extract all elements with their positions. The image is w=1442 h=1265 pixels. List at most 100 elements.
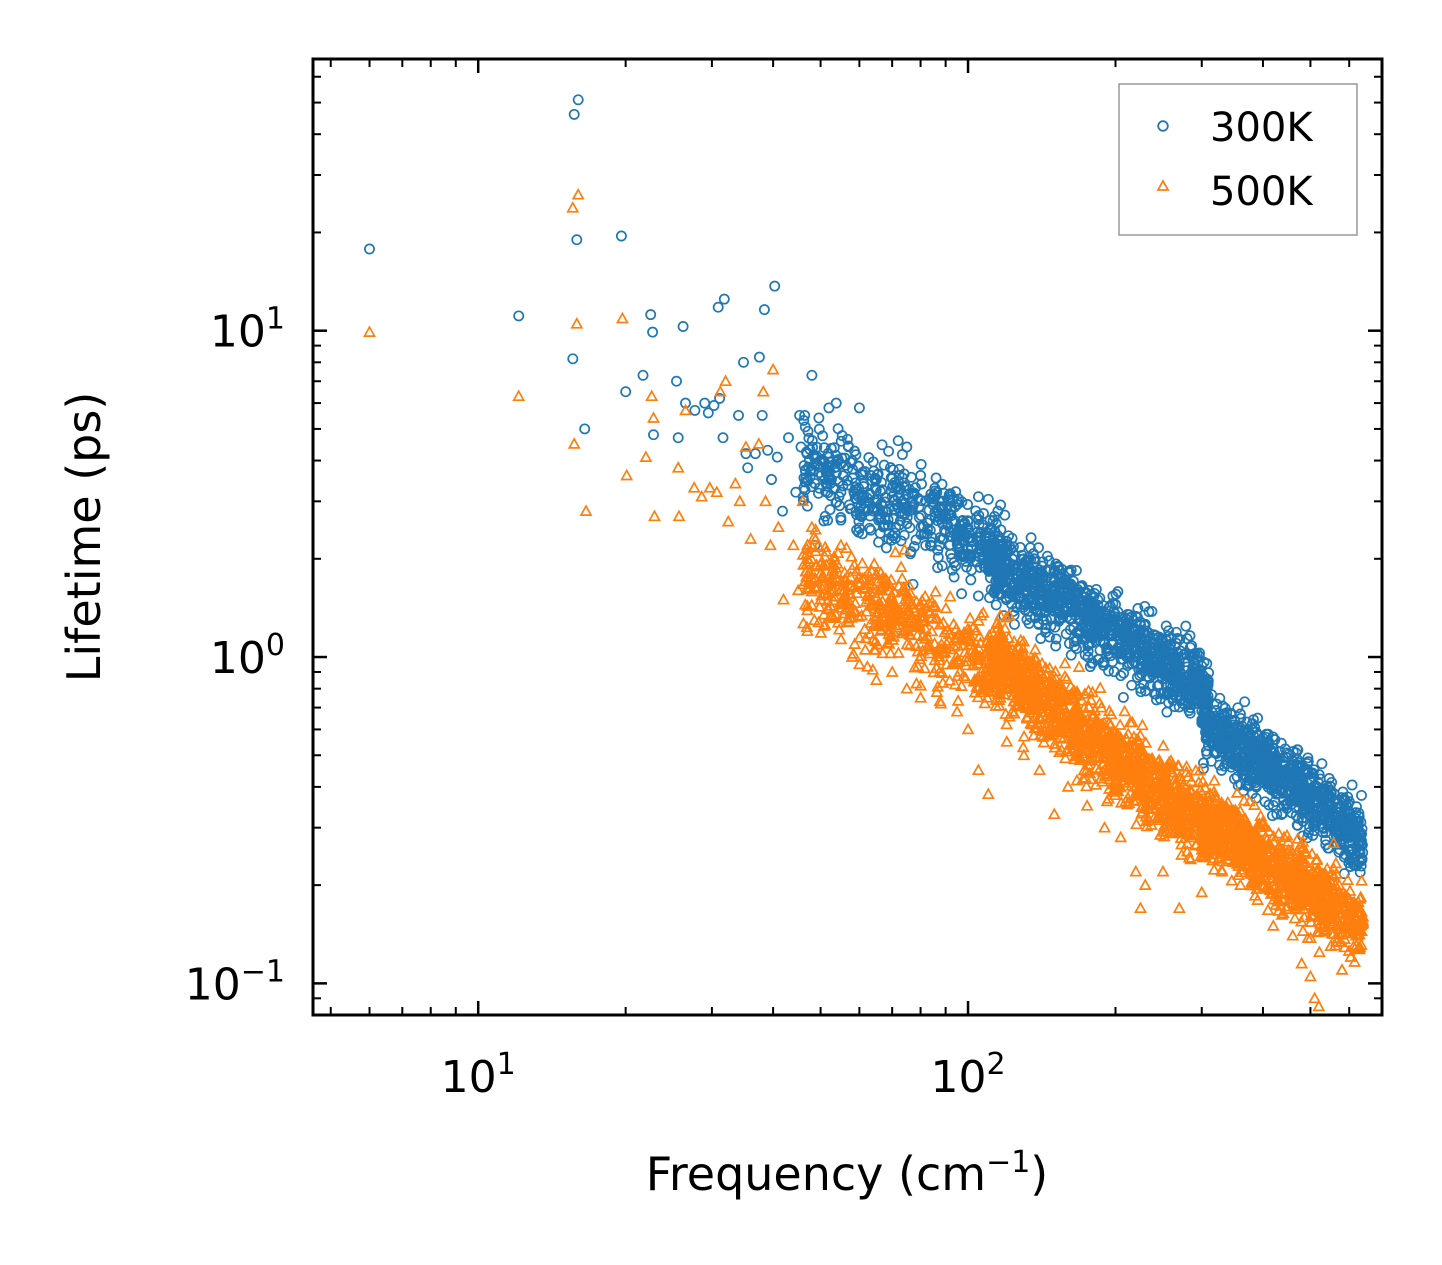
data-point-300k xyxy=(920,539,932,551)
data-point-300k xyxy=(903,483,915,495)
data-point-300k xyxy=(905,546,917,558)
data-point-300k xyxy=(672,432,684,444)
data-point-300k xyxy=(930,472,942,484)
data-point-500k xyxy=(928,653,942,666)
data-point-300k xyxy=(1342,813,1354,825)
data-point-500k xyxy=(1135,800,1149,813)
data-point-500k xyxy=(877,619,891,631)
data-point-300k xyxy=(874,512,886,524)
data-point-300k xyxy=(1277,764,1289,776)
data-point-300k xyxy=(983,552,995,564)
data-point-300k xyxy=(777,505,788,517)
data-point-500k xyxy=(989,699,1003,711)
data-point-500k xyxy=(957,625,971,638)
data-point-300k xyxy=(957,551,969,563)
data-point-300k xyxy=(1347,823,1359,835)
data-point-500k xyxy=(1079,720,1093,733)
data-point-500k xyxy=(894,560,908,572)
data-point-500k xyxy=(923,606,937,619)
data-point-500k xyxy=(1125,779,1139,791)
data-point-300k xyxy=(1169,685,1181,697)
data-point-500k xyxy=(1102,716,1116,729)
data-point-300k xyxy=(1281,747,1293,759)
data-point-500k xyxy=(994,644,1008,657)
data-point-500k xyxy=(1034,697,1048,710)
data-point-500k xyxy=(813,600,827,612)
data-point-500k xyxy=(1166,765,1179,778)
data-point-500k xyxy=(930,685,944,697)
data-point-500k xyxy=(1048,664,1062,677)
data-point-500k xyxy=(1352,940,1366,953)
data-point-300k xyxy=(1234,708,1246,720)
data-point-500k xyxy=(897,623,911,635)
data-point-300k xyxy=(1069,640,1080,652)
data-point-300k xyxy=(1065,578,1077,590)
data-point-500k xyxy=(1012,670,1026,682)
data-point-500k xyxy=(867,557,881,569)
data-point-500k xyxy=(1033,728,1047,741)
data-point-500k xyxy=(982,640,996,652)
data-point-300k xyxy=(790,486,802,498)
data-point-500k xyxy=(842,615,856,628)
data-point-300k xyxy=(1275,767,1286,779)
data-point-300k xyxy=(1222,749,1234,761)
data-point-300k xyxy=(1262,757,1274,769)
data-point-500k xyxy=(1199,820,1213,833)
data-point-500k xyxy=(837,583,851,596)
data-point-300k xyxy=(1283,784,1295,796)
data-point-500k xyxy=(993,691,1007,703)
data-point-300k xyxy=(1050,633,1062,645)
data-point-300k xyxy=(806,481,817,493)
data-point-300k xyxy=(984,592,995,604)
data-point-500k xyxy=(1312,945,1326,958)
data-point-300k xyxy=(948,571,960,583)
data-point-500k xyxy=(1084,772,1098,785)
data-point-300k xyxy=(830,496,842,508)
data-point-500k xyxy=(943,673,957,686)
data-point-500k xyxy=(1312,869,1326,881)
data-point-300k xyxy=(1196,717,1208,729)
data-point-300k xyxy=(1045,593,1057,605)
data-point-500k xyxy=(1127,772,1141,784)
data-point-500k xyxy=(1011,686,1025,698)
data-point-300k xyxy=(766,474,777,485)
data-point-300k xyxy=(992,505,1004,517)
data-point-500k xyxy=(826,557,840,570)
data-point-500k xyxy=(1321,910,1335,923)
data-point-500k xyxy=(951,654,965,667)
data-point-500k xyxy=(1354,938,1368,950)
data-point-300k xyxy=(753,351,765,363)
data-point-500k xyxy=(912,618,926,631)
data-point-500k xyxy=(933,617,947,630)
data-point-500k xyxy=(847,580,861,593)
data-point-500k xyxy=(1244,878,1258,891)
data-point-300k xyxy=(1135,686,1147,698)
data-point-500k xyxy=(929,585,942,597)
data-point-300k xyxy=(844,503,856,515)
data-point-300k xyxy=(1245,737,1257,749)
data-point-300k xyxy=(902,488,914,500)
data-point-300k xyxy=(971,512,982,523)
data-point-300k xyxy=(1180,647,1192,659)
data-point-500k xyxy=(985,634,999,647)
data-point-300k xyxy=(567,353,579,365)
data-point-500k xyxy=(963,623,976,636)
data-point-300k xyxy=(1308,820,1319,832)
data-point-300k xyxy=(972,491,984,503)
data-point-500k xyxy=(978,696,992,709)
data-point-300k xyxy=(835,435,847,447)
data-point-500k xyxy=(998,621,1012,634)
data-point-300k xyxy=(1060,628,1072,640)
data-point-500k xyxy=(1201,833,1215,845)
data-point-300k xyxy=(1063,565,1075,577)
data-point-500k xyxy=(875,583,888,596)
data-point-300k xyxy=(993,577,1005,588)
data-point-500k xyxy=(933,665,946,677)
data-point-500k xyxy=(898,543,911,555)
data-point-500k xyxy=(1344,950,1358,962)
data-point-500k xyxy=(1182,851,1196,863)
data-point-500k xyxy=(1135,718,1149,731)
data-point-300k xyxy=(813,467,825,479)
data-point-300k xyxy=(1020,584,1032,596)
data-point-300k xyxy=(1148,651,1160,663)
